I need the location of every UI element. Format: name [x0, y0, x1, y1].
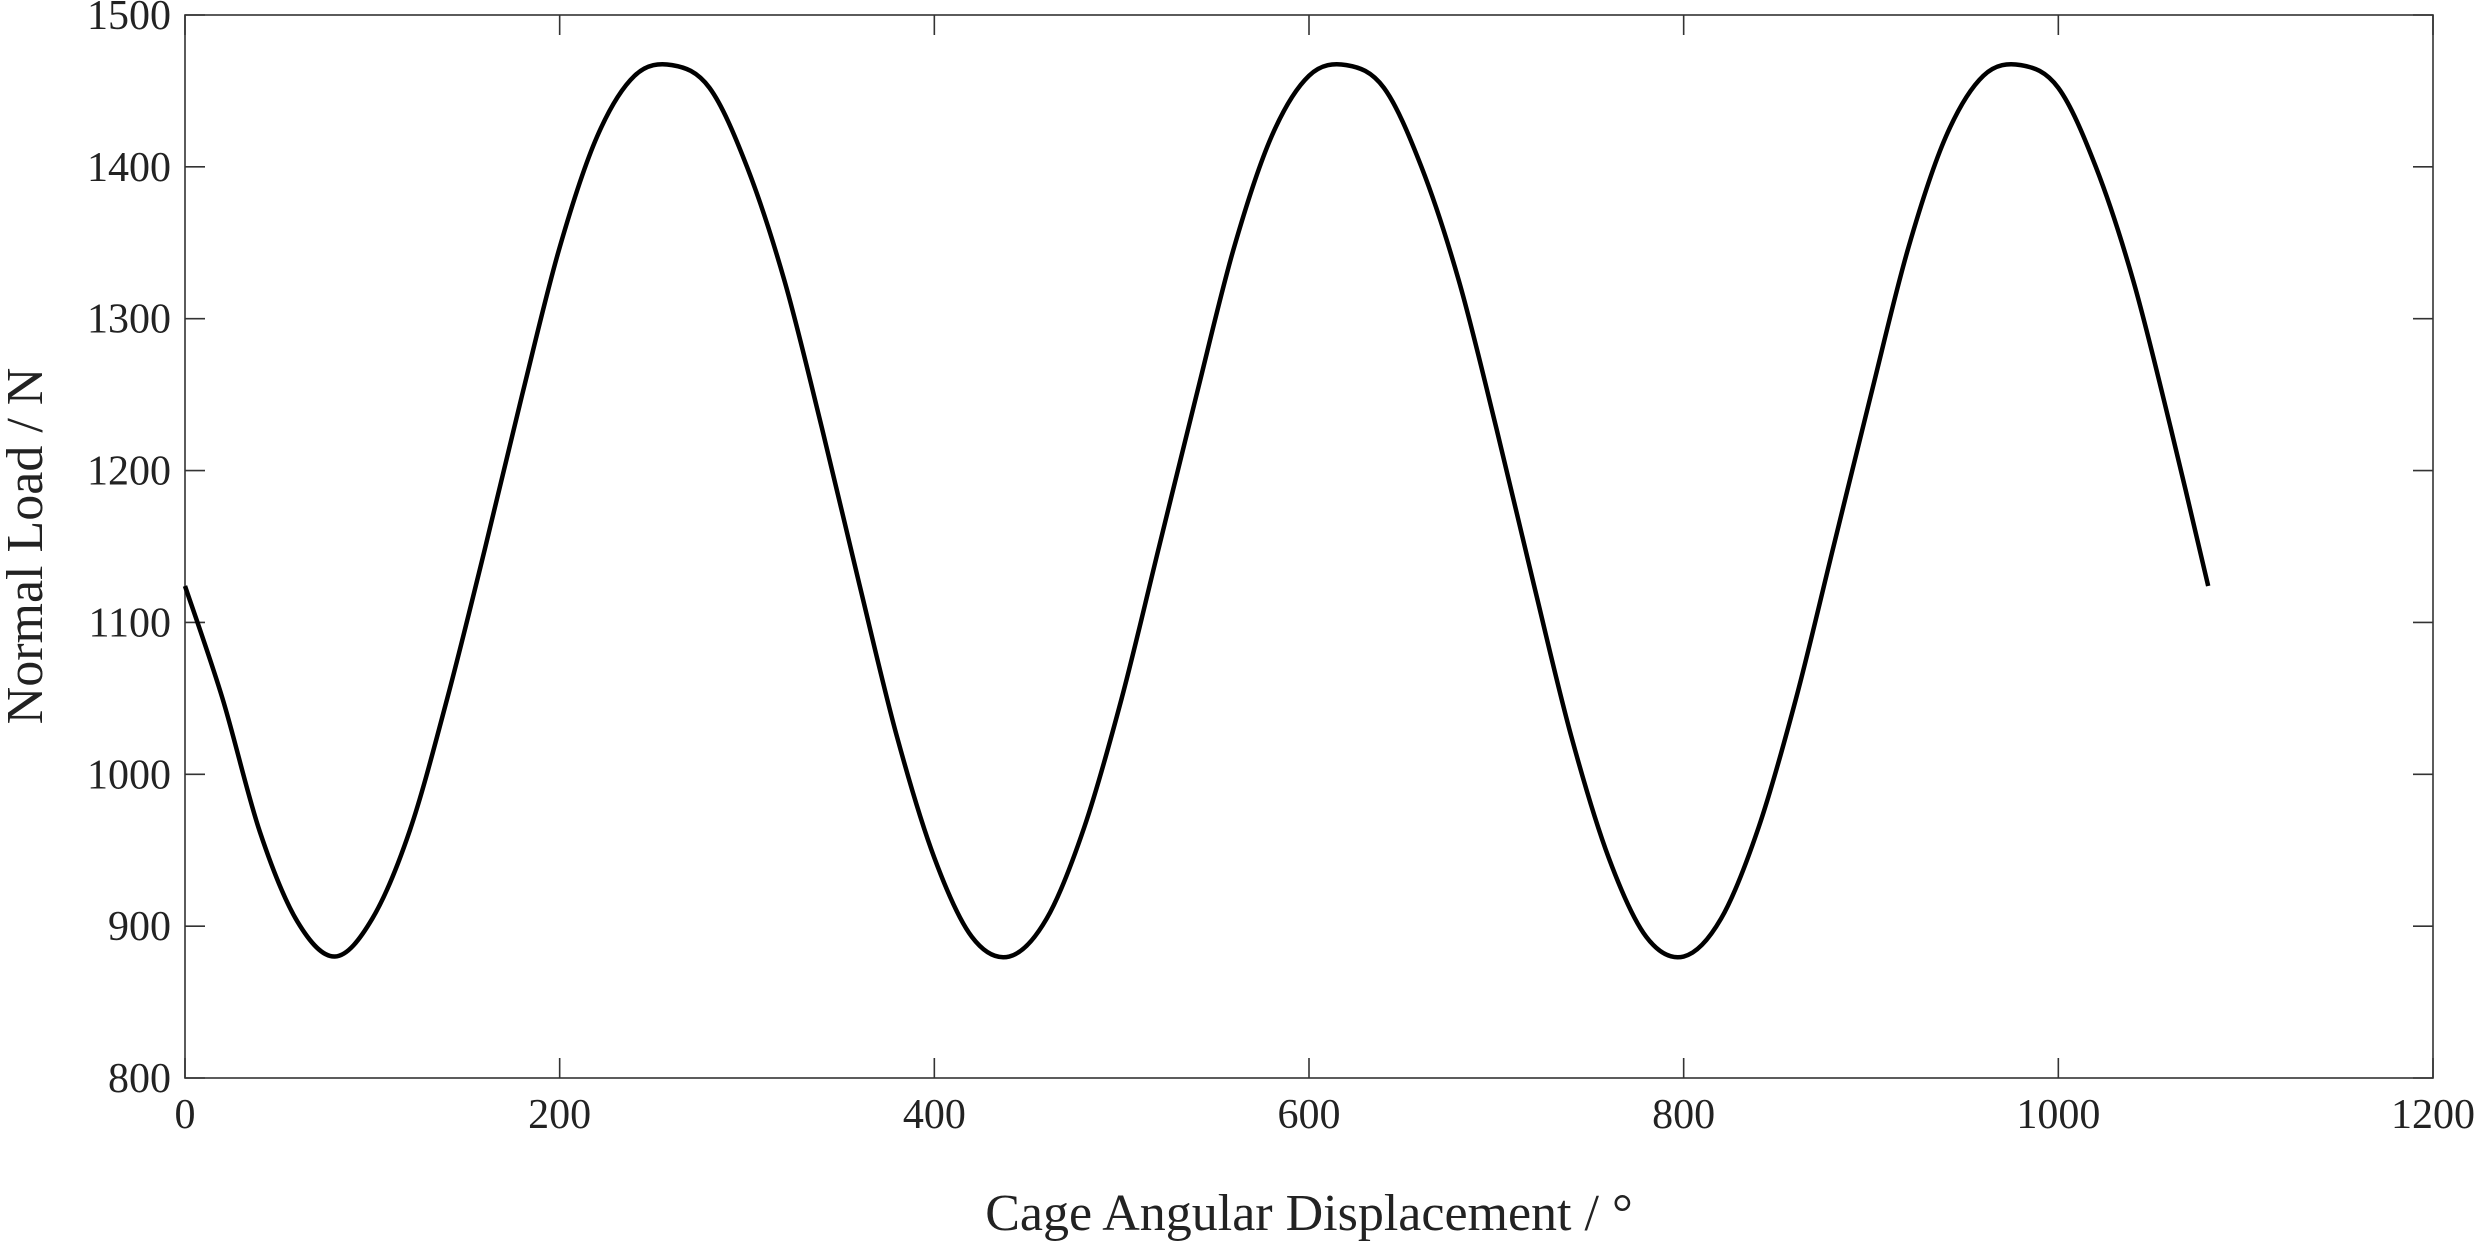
x-tick-label: 600	[1278, 1092, 1341, 1138]
y-tick-label: 1100	[89, 600, 171, 646]
y-tick-label: 1000	[87, 752, 171, 798]
x-tick-label: 200	[528, 1092, 591, 1138]
y-tick-label: 1200	[87, 449, 171, 495]
y-tick-label: 1300	[87, 297, 171, 343]
y-tick-label: 800	[108, 1056, 171, 1102]
plot-frame	[184, 14, 2434, 1079]
y-tick-label: 900	[108, 904, 171, 950]
x-axis-label: Cage Angular Displacement / °	[985, 1185, 1633, 1242]
x-tick-label: 800	[1652, 1092, 1715, 1138]
y-tick-label: 1400	[87, 145, 171, 191]
y-tick-label: 1500	[87, 0, 171, 39]
x-tick-label: 1200	[2391, 1092, 2475, 1138]
series-group	[182, 61, 2211, 960]
x-tick-label: 1000	[2016, 1092, 2100, 1138]
x-tick-label: 400	[903, 1092, 966, 1138]
axis-ticks	[184, 14, 2434, 1079]
y-axis-label: Normal Load / N	[0, 368, 54, 725]
series-line	[182, 61, 2211, 960]
x-tick-label: 0	[175, 1092, 196, 1138]
x-tick-labels: 0 200 400 600 800 1000 1200	[175, 1092, 2476, 1138]
y-tick-labels: 800 900 1000 1100 1200 1300 1400 1500	[87, 0, 171, 1102]
